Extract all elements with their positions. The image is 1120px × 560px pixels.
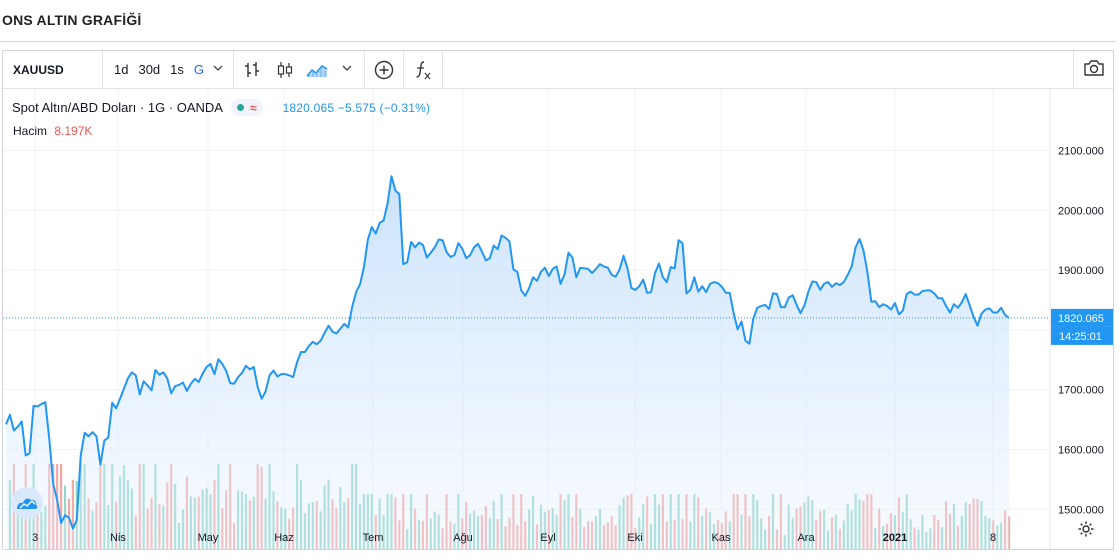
volume-value: 8.197K bbox=[54, 124, 93, 138]
chevron-down-icon[interactable] bbox=[209, 64, 227, 75]
x-tick-label: Kas bbox=[712, 532, 731, 544]
area-style-icon[interactable] bbox=[306, 58, 328, 82]
x-tick-label: 8 bbox=[990, 532, 996, 544]
volume-legend: Hacim 8.197K bbox=[13, 124, 92, 138]
x-tick-label: May bbox=[198, 532, 219, 544]
price-chart[interactable]: 2100.0002000.0001900.0001800.0001700.000… bbox=[3, 89, 1113, 549]
camera-icon[interactable] bbox=[1083, 59, 1105, 80]
chart-widget: XAUUSD 1d 30d 1s G bbox=[2, 50, 1114, 550]
volume-bar bbox=[71, 479, 74, 549]
screenshot-button[interactable] bbox=[1073, 51, 1113, 88]
candle-style-icon[interactable] bbox=[274, 58, 296, 82]
x-tick-label: 2021 bbox=[883, 532, 907, 544]
market-status-pill[interactable]: ≈ bbox=[230, 99, 263, 116]
last-time-badge bbox=[1051, 326, 1113, 345]
interval-group: 1d 30d 1s G bbox=[103, 51, 235, 88]
x-tick-label: Eki bbox=[627, 532, 642, 544]
settings-gear-icon[interactable] bbox=[1077, 520, 1095, 543]
title-divider bbox=[0, 41, 1116, 42]
x-tick-label: Haz bbox=[274, 532, 294, 544]
x-tick-label: 3 bbox=[32, 532, 38, 544]
interval-1d[interactable]: 1d bbox=[114, 62, 129, 77]
brand-logo-icon[interactable] bbox=[11, 487, 43, 519]
chart-style-group bbox=[234, 51, 366, 88]
last-time-label: 14:25:01 bbox=[1059, 331, 1102, 343]
add-compare-icon[interactable] bbox=[373, 58, 395, 82]
x-tick-label: Nis bbox=[110, 532, 126, 544]
approx-icon: ≈ bbox=[249, 100, 257, 115]
volume-label: Hacim bbox=[13, 124, 48, 138]
legend-series-name: Spot Altın/ABD Doları · 1G · OANDA bbox=[12, 100, 223, 115]
x-tick-label: Eyl bbox=[540, 532, 555, 544]
chart-toolbar: XAUUSD 1d 30d 1s G bbox=[3, 51, 1113, 89]
volume-bar bbox=[59, 464, 63, 549]
indicators-fx-icon[interactable] bbox=[412, 58, 434, 82]
interval-g[interactable]: G bbox=[193, 62, 205, 77]
y-tick-label: 1500.000 bbox=[1058, 504, 1104, 516]
bar-style-icon[interactable] bbox=[242, 58, 264, 82]
y-tick-label: 2000.000 bbox=[1058, 205, 1104, 217]
price-line bbox=[5, 175, 1010, 530]
compare-group bbox=[365, 51, 405, 88]
y-tick-label: 1700.000 bbox=[1058, 385, 1104, 397]
x-tick-label: Ağu bbox=[453, 532, 473, 544]
y-tick-label: 2100.000 bbox=[1058, 146, 1104, 158]
last-price-label: 1820.065 bbox=[1058, 313, 1104, 325]
interval-1s[interactable]: 1s bbox=[170, 62, 184, 77]
y-tick-label: 1600.000 bbox=[1058, 445, 1104, 457]
last-price-badge bbox=[1051, 308, 1113, 327]
legend-price-values: 1820.065 −5.575 (−0.31%) bbox=[282, 100, 431, 115]
chart-legend: Spot Altın/ABD Doları · 1G · OANDA ≈ 182… bbox=[12, 99, 430, 116]
x-tick-label: Tem bbox=[363, 532, 384, 544]
interval-30d[interactable]: 30d bbox=[138, 62, 161, 77]
chevron-down-icon[interactable] bbox=[338, 64, 356, 75]
y-tick-label: 1900.000 bbox=[1058, 265, 1104, 277]
x-tick-label: Ara bbox=[797, 532, 815, 544]
page-title: ONS ALTIN GRAFİĞİ bbox=[2, 12, 142, 28]
price-area-fill bbox=[6, 176, 1009, 549]
symbol-search[interactable]: XAUUSD bbox=[3, 51, 103, 88]
market-open-dot bbox=[236, 104, 244, 111]
indicators-group bbox=[404, 51, 444, 88]
